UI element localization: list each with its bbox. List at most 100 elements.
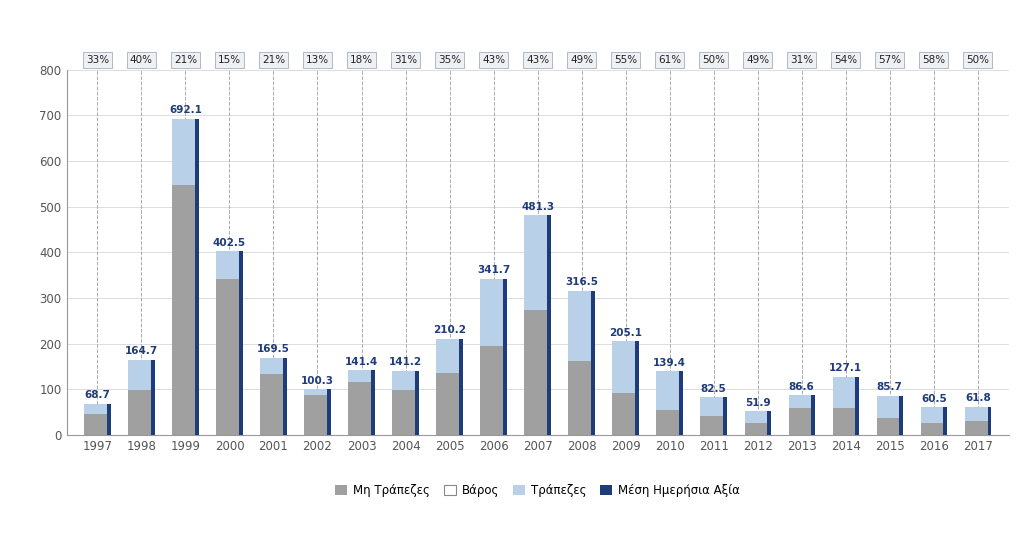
Bar xyxy=(700,416,727,435)
Text: 60.5: 60.5 xyxy=(921,394,946,404)
Text: 13%: 13% xyxy=(306,55,329,65)
Text: 50%: 50% xyxy=(967,55,989,65)
Bar xyxy=(612,342,639,393)
Bar xyxy=(965,407,991,421)
Bar xyxy=(987,407,991,435)
Text: 481.3: 481.3 xyxy=(521,201,554,212)
Bar xyxy=(304,389,331,395)
Bar xyxy=(84,404,111,414)
Text: 86.6: 86.6 xyxy=(788,382,815,392)
Bar xyxy=(348,371,375,382)
Text: 58%: 58% xyxy=(923,55,945,65)
Text: 85.7: 85.7 xyxy=(877,382,903,392)
Bar xyxy=(436,339,463,373)
Bar xyxy=(415,371,419,435)
Bar xyxy=(152,360,155,435)
Text: 141.2: 141.2 xyxy=(389,357,422,367)
Bar xyxy=(260,374,287,435)
Bar xyxy=(503,279,507,435)
Text: 692.1: 692.1 xyxy=(169,105,202,115)
Bar xyxy=(723,397,727,435)
Text: 341.7: 341.7 xyxy=(477,265,510,275)
Text: 18%: 18% xyxy=(350,55,373,65)
Text: 61%: 61% xyxy=(658,55,681,65)
Legend: Μη Τράπεζες, Βάρος, Τράπεζες, Μέση Ημερήσια Αξία: Μη Τράπεζες, Βάρος, Τράπεζες, Μέση Ημερή… xyxy=(331,480,744,502)
Bar xyxy=(128,390,155,435)
Bar xyxy=(284,358,287,435)
Text: 33%: 33% xyxy=(86,55,109,65)
Text: 402.5: 402.5 xyxy=(213,237,246,248)
Bar xyxy=(788,408,815,435)
Text: 43%: 43% xyxy=(526,55,549,65)
Bar xyxy=(371,371,375,435)
Bar xyxy=(568,291,595,361)
Bar xyxy=(744,423,771,435)
Bar xyxy=(679,372,683,435)
Text: 57%: 57% xyxy=(879,55,901,65)
Text: 169.5: 169.5 xyxy=(257,344,290,354)
Text: 43%: 43% xyxy=(482,55,505,65)
Bar xyxy=(84,414,111,435)
Bar xyxy=(855,377,859,435)
Text: 49%: 49% xyxy=(746,55,769,65)
Bar xyxy=(612,393,639,435)
Bar xyxy=(767,411,771,435)
Bar xyxy=(591,291,595,435)
Bar xyxy=(811,395,815,435)
Text: 54%: 54% xyxy=(835,55,857,65)
Bar xyxy=(635,342,639,435)
Text: 50%: 50% xyxy=(702,55,725,65)
Bar xyxy=(304,395,331,435)
Text: 141.4: 141.4 xyxy=(345,357,378,367)
Text: 82.5: 82.5 xyxy=(700,383,727,394)
Bar xyxy=(392,371,419,390)
Text: 316.5: 316.5 xyxy=(565,277,598,287)
Bar xyxy=(172,119,199,185)
Text: 210.2: 210.2 xyxy=(433,325,466,336)
Text: 35%: 35% xyxy=(438,55,461,65)
Text: 51.9: 51.9 xyxy=(744,397,770,408)
Bar xyxy=(833,408,859,435)
Bar xyxy=(899,396,903,435)
Bar xyxy=(877,418,903,435)
Bar xyxy=(788,395,815,408)
Bar xyxy=(196,119,199,435)
Bar xyxy=(877,396,903,418)
Bar xyxy=(656,410,683,435)
Bar xyxy=(921,423,947,435)
Bar xyxy=(480,279,507,346)
Bar xyxy=(965,421,991,435)
Text: 31%: 31% xyxy=(791,55,813,65)
Bar xyxy=(568,361,595,435)
Bar xyxy=(216,279,243,435)
Bar xyxy=(943,408,947,435)
Text: 21%: 21% xyxy=(262,55,285,65)
Text: 139.4: 139.4 xyxy=(653,358,686,368)
Bar xyxy=(128,360,155,390)
Bar xyxy=(216,251,243,279)
Text: 40%: 40% xyxy=(130,55,153,65)
Text: 49%: 49% xyxy=(570,55,593,65)
Text: 15%: 15% xyxy=(218,55,241,65)
Bar xyxy=(108,404,111,435)
Bar xyxy=(744,411,771,423)
Bar xyxy=(172,185,199,435)
Bar xyxy=(480,346,507,435)
Bar xyxy=(436,373,463,435)
Bar xyxy=(547,215,551,435)
Text: 68.7: 68.7 xyxy=(84,390,111,400)
Bar xyxy=(328,389,331,435)
Bar xyxy=(524,310,551,435)
Text: 164.7: 164.7 xyxy=(125,346,158,356)
Bar xyxy=(240,251,243,435)
Bar xyxy=(348,382,375,435)
Bar xyxy=(700,397,727,416)
Bar xyxy=(459,339,463,435)
Text: 205.1: 205.1 xyxy=(609,328,642,338)
Bar xyxy=(524,215,551,310)
Text: 21%: 21% xyxy=(174,55,197,65)
Bar xyxy=(392,390,419,435)
Text: 55%: 55% xyxy=(614,55,637,65)
Text: 31%: 31% xyxy=(394,55,417,65)
Bar xyxy=(656,372,683,410)
